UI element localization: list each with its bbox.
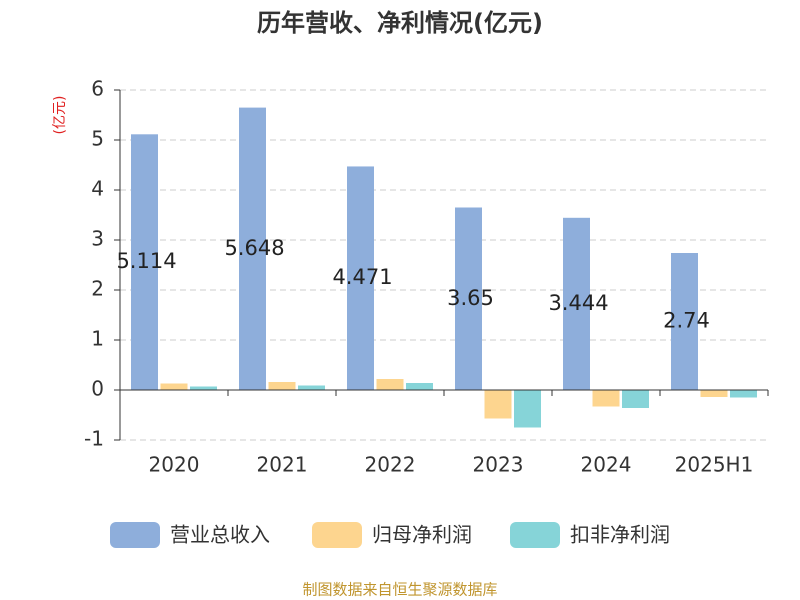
y-tick-label: 3 bbox=[91, 227, 104, 251]
x-tick-label: 2024 bbox=[581, 453, 632, 477]
bar bbox=[484, 390, 512, 419]
y-tick-label: -1 bbox=[84, 427, 104, 451]
legend-swatch bbox=[110, 522, 160, 548]
bar bbox=[376, 379, 404, 390]
legend-label: 扣非净利润 bbox=[570, 523, 670, 547]
x-tick-label: 2021 bbox=[257, 453, 308, 477]
x-tick-label: 2022 bbox=[365, 453, 416, 477]
data-label: 4.471 bbox=[332, 265, 392, 289]
bar bbox=[406, 383, 433, 390]
x-tick-label: 2025H1 bbox=[675, 453, 754, 477]
bar bbox=[347, 166, 374, 390]
legend-label: 营业总收入 bbox=[170, 523, 270, 547]
bar bbox=[190, 386, 217, 390]
source-note: 制图数据来自恒生聚源数据库 bbox=[302, 581, 497, 599]
bar bbox=[455, 207, 482, 390]
chart-title: 历年营收、净利情况(亿元) bbox=[257, 9, 543, 37]
data-label: 3.444 bbox=[548, 291, 608, 315]
legend-swatch bbox=[510, 522, 560, 548]
bar bbox=[592, 390, 620, 407]
bar bbox=[514, 390, 541, 428]
y-axis-label: (亿元) bbox=[52, 96, 68, 135]
y-tick-label: 5 bbox=[91, 127, 104, 151]
bar bbox=[671, 253, 698, 390]
y-tick-label: 4 bbox=[91, 177, 104, 201]
bar bbox=[563, 217, 590, 390]
y-tick-label: 1 bbox=[91, 327, 104, 351]
legend-swatch bbox=[312, 522, 362, 548]
bar bbox=[730, 390, 757, 398]
bar bbox=[160, 383, 188, 390]
data-label: 3.65 bbox=[447, 286, 494, 310]
bar bbox=[131, 134, 158, 390]
x-tick-label: 2020 bbox=[149, 453, 200, 477]
x-tick-label: 2023 bbox=[473, 453, 524, 477]
legend-label: 归母净利润 bbox=[372, 523, 472, 547]
bar bbox=[239, 107, 266, 390]
data-label: 2.74 bbox=[663, 309, 710, 333]
data-label: 5.114 bbox=[116, 249, 176, 273]
y-tick-label: 6 bbox=[91, 77, 104, 101]
bar bbox=[700, 390, 728, 397]
y-tick-label: 0 bbox=[91, 377, 104, 401]
bar bbox=[298, 385, 325, 390]
y-tick-label: 2 bbox=[91, 277, 104, 301]
data-label: 5.648 bbox=[224, 236, 284, 260]
bar bbox=[622, 390, 649, 408]
bar bbox=[268, 382, 296, 390]
